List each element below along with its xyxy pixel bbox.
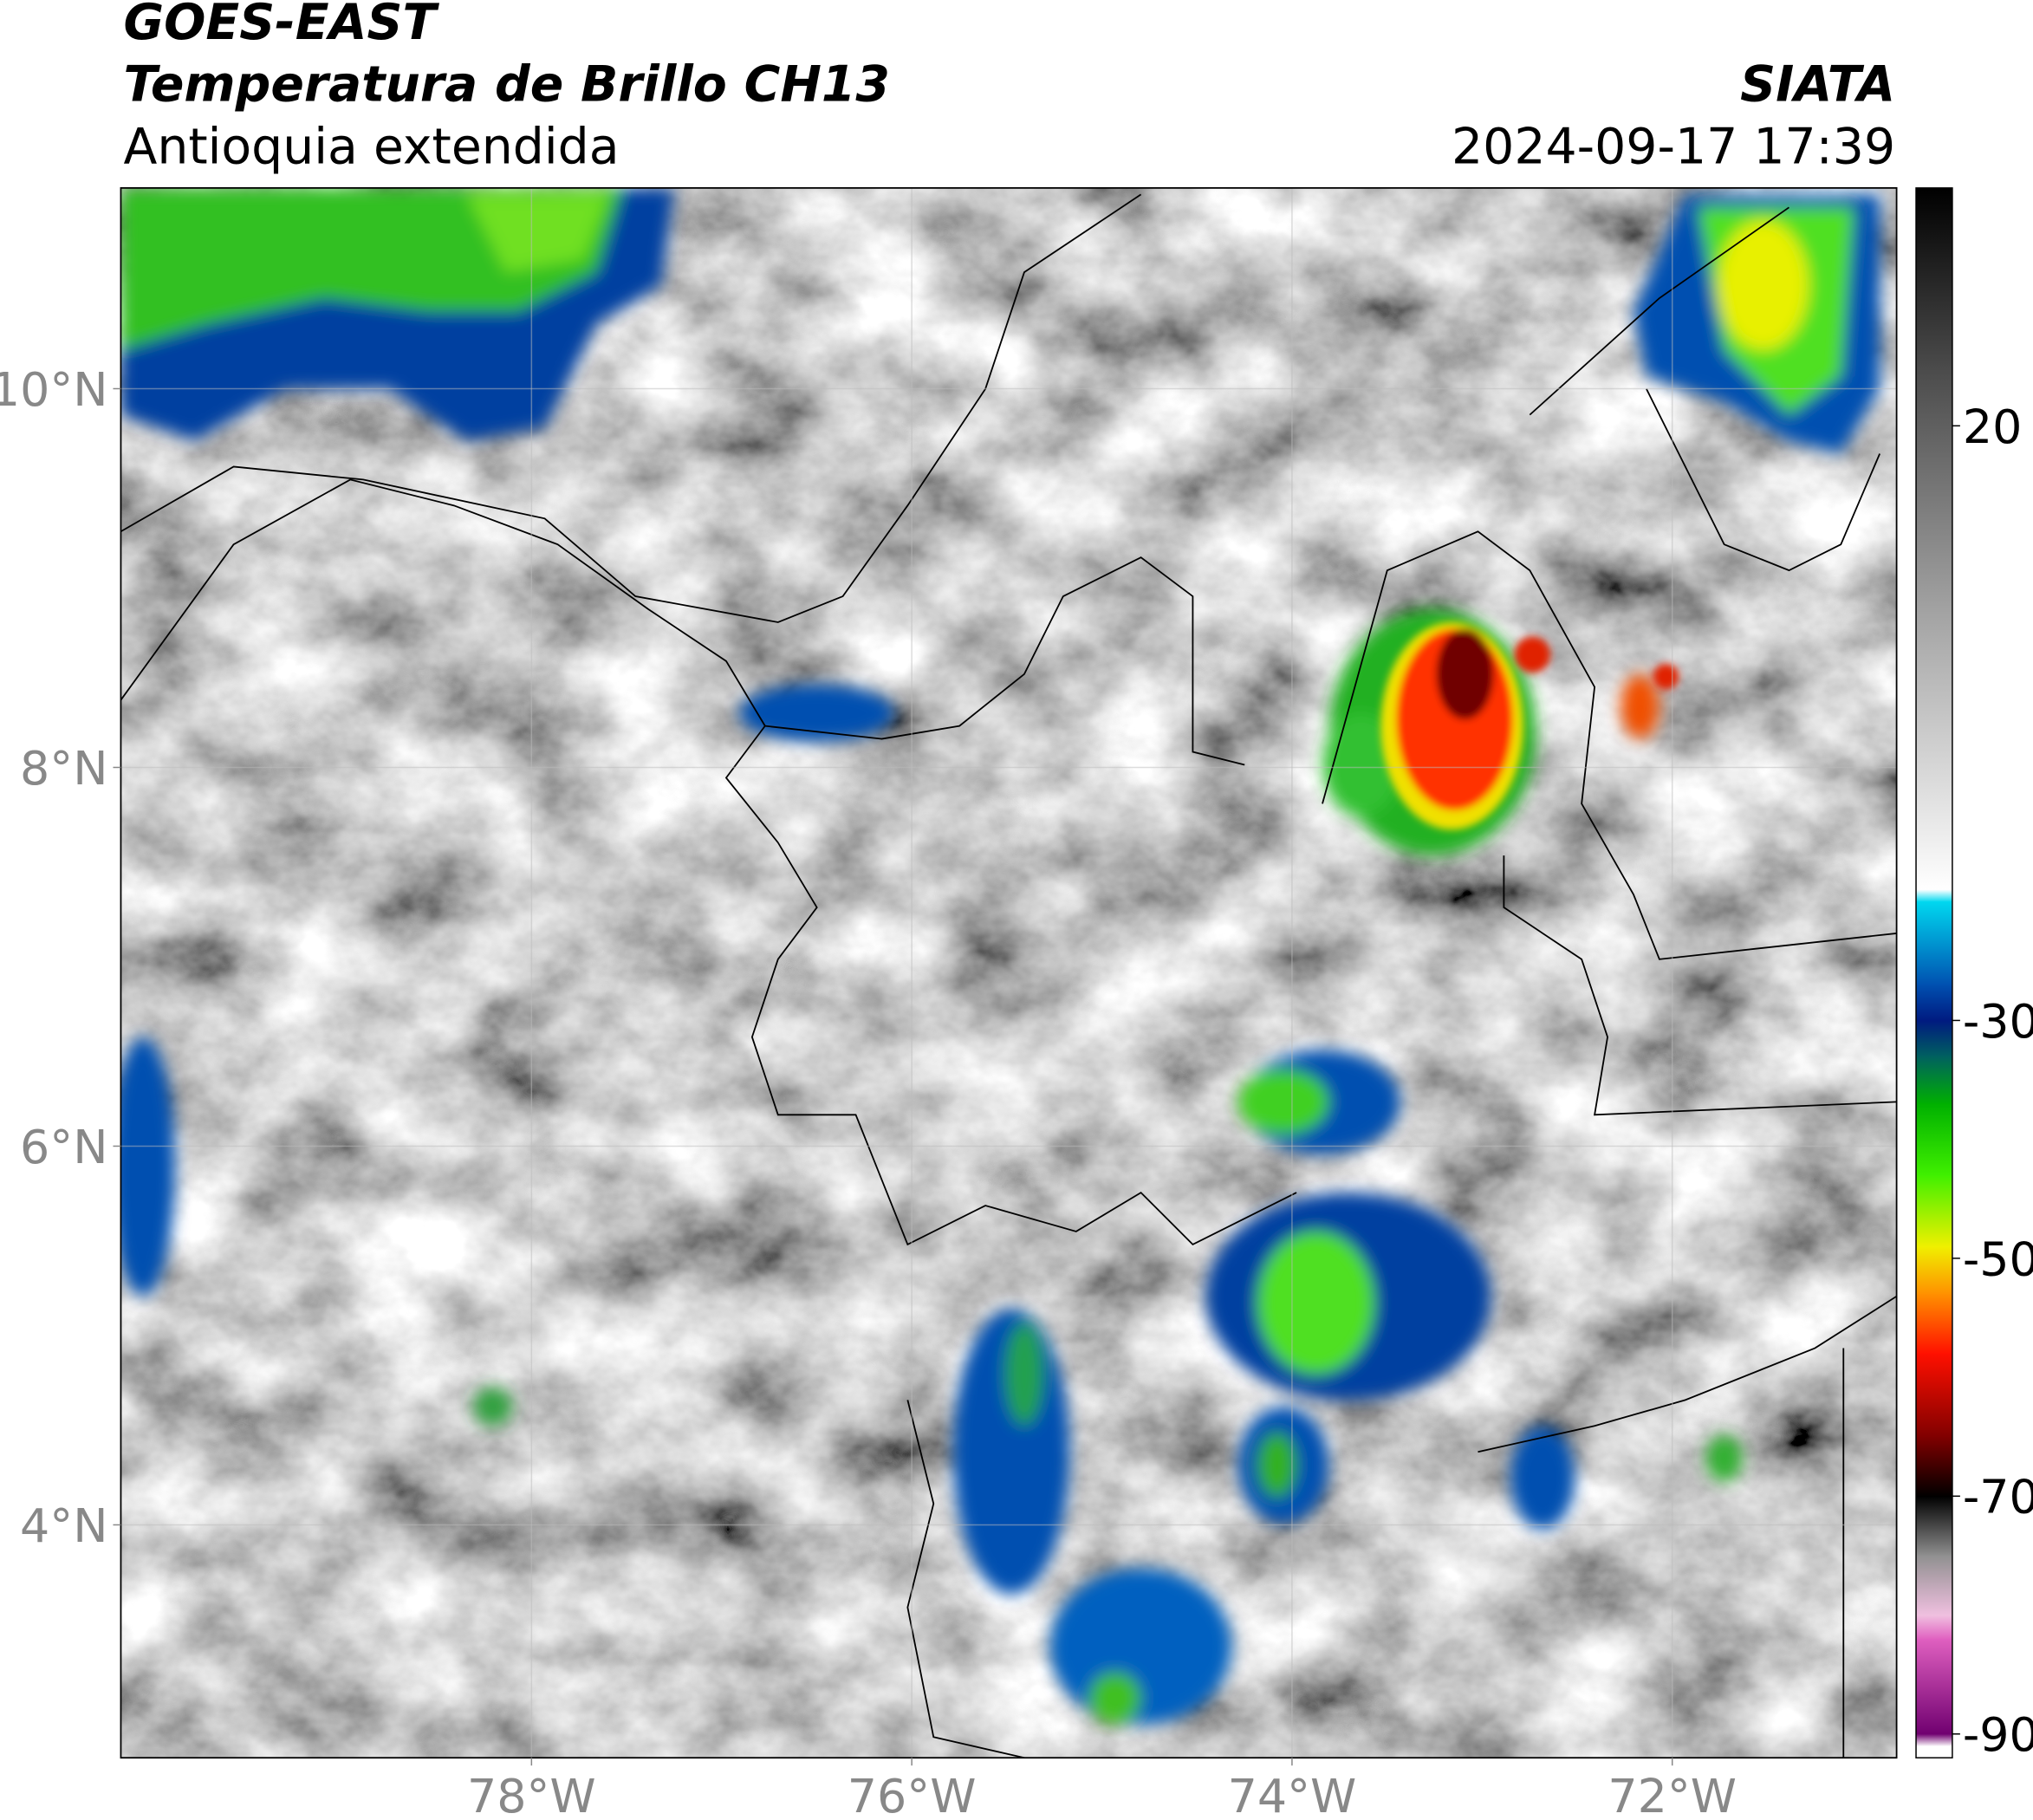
colorbar-segment: [1916, 1103, 1952, 1176]
x-tick-label: 74°W: [1228, 1769, 1357, 1820]
colorbar-segment: [1916, 1436, 1952, 1498]
colorbar-segment: [1916, 1174, 1952, 1247]
map-frame: [120, 186, 1898, 1759]
colorbar-segment: [1916, 1056, 1952, 1105]
colorbar-segment: [1916, 187, 1952, 367]
header-region: Antioquia extendida: [123, 118, 619, 175]
x-tick-label: 78°W: [467, 1769, 596, 1820]
x-tick-label: 76°W: [848, 1769, 977, 1820]
colorbar-segment: [1916, 1353, 1952, 1438]
storm-core: [1380, 621, 1679, 830]
y-tick-label: 10°N: [0, 362, 107, 417]
colorbar-segment: [1916, 604, 1952, 891]
colorbar-tick-label: 20: [1963, 400, 2023, 454]
colorbar-segment: [1916, 1496, 1952, 1557]
colorbar-segment: [1916, 889, 1952, 902]
colorbar-segment: [1916, 1615, 1952, 1640]
header-datetime: 2024-09-17 17:39: [1452, 118, 1895, 175]
borders: [120, 193, 1897, 1758]
header-source: SIATA: [1740, 56, 1895, 114]
colorbar-segment: [1916, 1733, 1952, 1747]
colorbar-segment: [1916, 1745, 1952, 1758]
colorbar-segment: [1916, 901, 1952, 986]
colorbar-segment: [1916, 366, 1952, 605]
y-tick-label: 6°N: [20, 1120, 107, 1174]
colorbar-segment: [1916, 1246, 1952, 1295]
colorbar-segment: [1916, 1555, 1952, 1616]
header-title: GOES-EAST: [123, 0, 439, 51]
x-tick-label: 72°W: [1608, 1769, 1737, 1820]
y-tick-label: 8°N: [20, 741, 107, 796]
colorbar-tick-label: -50: [1963, 1232, 2033, 1286]
colorbar-tick-label: -30: [1963, 994, 2033, 1049]
map-image: [120, 187, 1897, 1758]
colorbar-tick-label: -90: [1963, 1707, 2033, 1762]
colorbar-segment: [1916, 1294, 1952, 1355]
y-tick-label: 4°N: [20, 1498, 107, 1553]
colorbar-tick-label: -70: [1963, 1470, 2033, 1524]
header-subtitle: Temperatura de Brillo CH13: [123, 56, 890, 114]
colorbar-segment: [1916, 985, 1952, 1022]
colorbar-segment: [1916, 1638, 1952, 1735]
colorbar-frame: [1915, 187, 1953, 1758]
colorbar-segment: [1916, 1020, 1952, 1057]
